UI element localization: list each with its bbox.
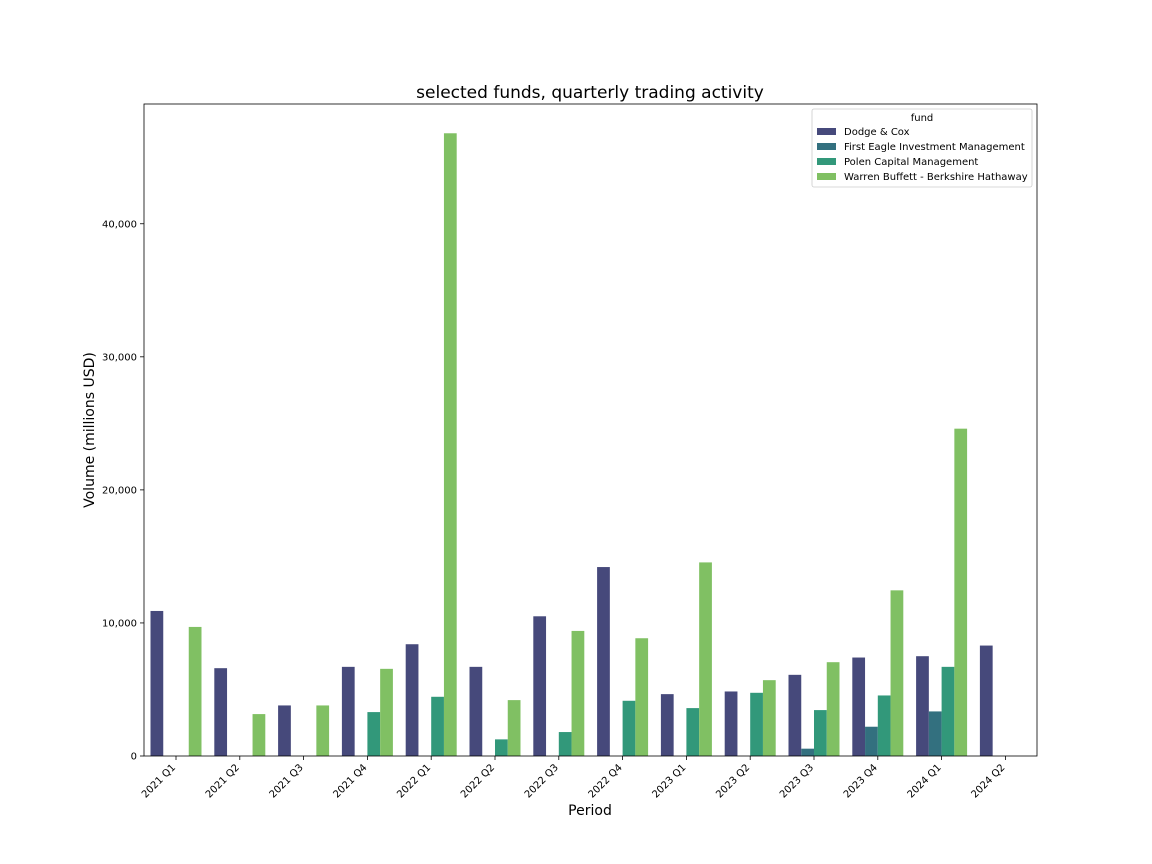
- x-tick-label: 2021 Q1: [140, 762, 178, 800]
- bar: [941, 666, 955, 756]
- y-tick-label: 10,000: [102, 618, 137, 629]
- bar: [877, 695, 891, 756]
- bar: [826, 662, 840, 756]
- x-tick-label: 2023 Q3: [778, 762, 816, 800]
- bar: [533, 616, 547, 756]
- bar: [597, 567, 610, 756]
- bar: [801, 748, 814, 756]
- x-axis-label: Period: [568, 803, 612, 819]
- bar: [979, 645, 993, 756]
- x-tick-label: 2022 Q2: [459, 762, 497, 800]
- legend: fund Dodge & Cox First Eagle Investment M…: [811, 108, 1033, 188]
- x-axis: 2021 Q1 2021 Q2 2021 Q3 2021 Q4 2022 Q1 2022 …: [140, 756, 1008, 800]
- x-tick-label: 2023 Q2: [714, 762, 752, 800]
- legend-swatch: [817, 128, 836, 135]
- bars-group: [150, 133, 993, 756]
- legend-swatch: [817, 173, 836, 180]
- bar: [469, 666, 483, 756]
- plot-frame: [143, 103, 1038, 757]
- bar: [405, 644, 419, 756]
- x-tick-label: 2023 Q1: [650, 762, 688, 800]
- bar: [341, 666, 355, 756]
- legend-box: [811, 108, 1033, 188]
- bar: [252, 714, 266, 756]
- bar: [150, 610, 164, 756]
- bar: [622, 700, 636, 756]
- x-tick-label: 2022 Q4: [587, 762, 625, 800]
- legend-swatch: [817, 143, 836, 150]
- chart-title: selected funds, quarterly trading activi…: [416, 83, 764, 103]
- bar: [660, 694, 674, 756]
- y-tick-label: 40,000: [102, 219, 137, 230]
- bar: [890, 590, 904, 756]
- legend-entry: Polen Capital Management: [844, 157, 978, 168]
- bar: [495, 739, 508, 756]
- x-tick-label: 2021 Q4: [331, 762, 369, 800]
- legend-swatch: [817, 158, 836, 165]
- bar: [954, 428, 968, 756]
- x-tick-label: 2022 Q3: [523, 762, 561, 800]
- bar: [188, 626, 202, 756]
- bar: [750, 692, 763, 756]
- bar: [431, 696, 444, 756]
- bar: [278, 705, 291, 756]
- bar: [367, 712, 381, 756]
- bar: [686, 708, 700, 756]
- legend-title: fund: [911, 113, 934, 124]
- bar: [635, 638, 649, 756]
- bar: [762, 680, 776, 756]
- legend-entry: Dodge & Cox: [844, 127, 910, 138]
- bar: [699, 562, 712, 756]
- bar: [788, 674, 802, 756]
- bar: [507, 700, 521, 756]
- legend-entry: Warren Buffett - Berkshire Hathaway: [844, 172, 1028, 183]
- y-tick-label: 0: [131, 752, 137, 763]
- bar: [571, 630, 585, 756]
- y-axis: 0 10,000 20,000 30,000 40,000: [102, 219, 144, 763]
- y-tick-label: 30,000: [102, 352, 137, 363]
- y-tick-label: 20,000: [102, 485, 137, 496]
- y-axis-label: Volume (millions USD): [82, 352, 98, 508]
- x-tick-label: 2024 Q1: [906, 762, 944, 800]
- bar: [814, 710, 827, 756]
- x-tick-label: 2023 Q4: [842, 762, 880, 800]
- x-tick-label: 2024 Q2: [969, 762, 1007, 800]
- bar: [558, 732, 572, 756]
- legend-entry: First Eagle Investment Management: [844, 142, 1025, 153]
- x-tick-label: 2021 Q3: [268, 762, 306, 800]
- bar: [724, 691, 738, 756]
- bar: [443, 133, 457, 756]
- bar: [852, 657, 866, 756]
- bar: [865, 726, 878, 756]
- x-tick-label: 2022 Q1: [395, 762, 433, 800]
- bar: [214, 668, 228, 756]
- bar: [928, 711, 942, 756]
- bar: [916, 656, 929, 756]
- bar: [380, 668, 393, 756]
- bar: [316, 705, 330, 756]
- x-tick-label: 2021 Q2: [204, 762, 242, 800]
